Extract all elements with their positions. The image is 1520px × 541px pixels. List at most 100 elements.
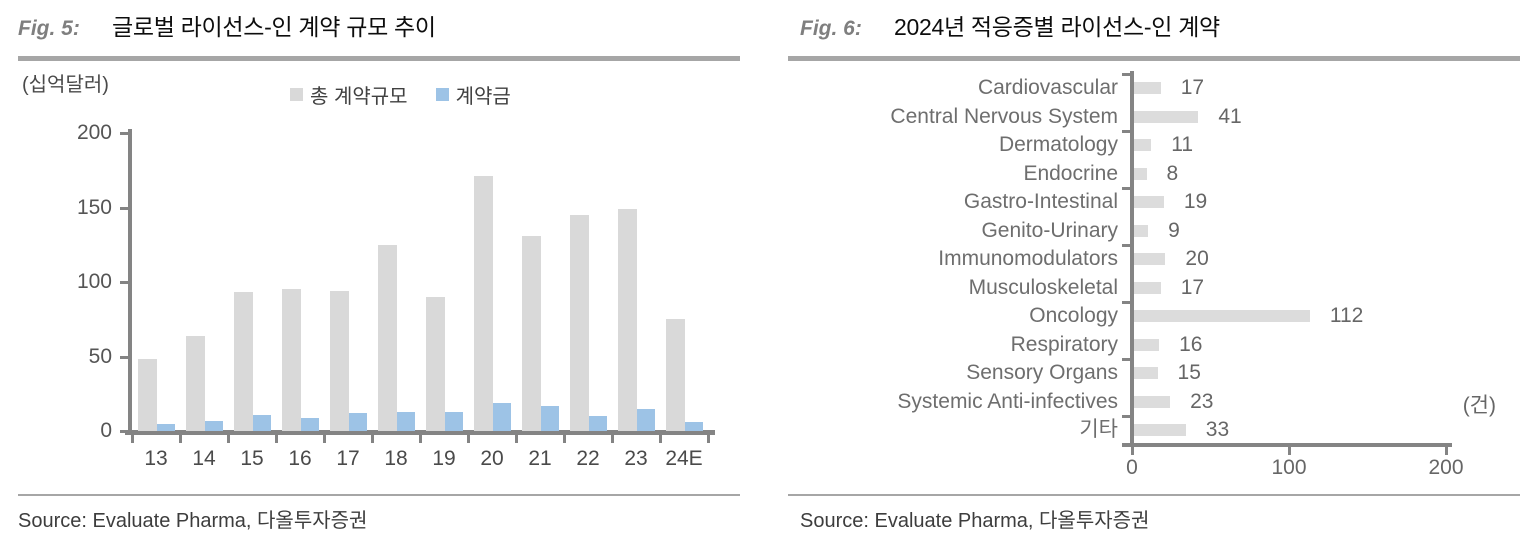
bar-upfront-payment [397,411,415,431]
x-axis-tick [371,435,374,443]
bar-deal-count [1134,281,1161,294]
x-axis-tick [1445,447,1448,455]
bar-upfront-payment [493,402,511,431]
x-tick-label: 18 [384,447,408,470]
bar-total-deal-size [666,319,685,431]
y-axis-tick [1122,130,1130,133]
bar-total-deal-size [330,290,349,431]
x-axis-tick [179,435,182,443]
category-label: Systemic Anti-infectives [897,389,1118,413]
x-tick-label: 14 [192,447,216,470]
category-label: 기타 [1079,418,1118,441]
x-tick-label: 20 [480,447,504,470]
value-label: 20 [1185,247,1209,270]
value-label: 19 [1183,190,1208,213]
y-axis-tick [1122,415,1130,418]
x-tick-label: 15 [240,447,264,470]
fig6-top-divider [788,56,1520,61]
bar-deal-count [1134,395,1171,408]
fig5-top-divider [18,56,740,61]
legend-swatch-total-icon [290,88,303,101]
y-tick-label: 200 [76,121,112,144]
x-axis-tick [1131,447,1134,455]
bar-total-deal-size [282,289,301,431]
bar-total-deal-size [522,235,541,431]
value-label: 23 [1190,389,1214,413]
x-axis-line [1122,443,1452,447]
figure-panel-fig5: Fig. 5: 글로벌 라이선스-인 계약 규모 추이 (십억달러) 총 계약규… [18,0,740,541]
y-axis-tick [1122,187,1130,190]
category-label: Endocrine [1023,161,1118,185]
bar-total-deal-size [186,335,205,431]
x-tick-label: 23 [624,447,648,470]
category-label: Oncology [1029,304,1118,327]
figure-panel-fig6: Fig. 6: 2024년 적응증별 라이선스-인 계약 (건) Source:… [788,0,1520,541]
value-label: 9 [1168,218,1180,242]
x-tick-label: 16 [288,447,312,470]
x-tick-label: 21 [528,447,552,470]
value-label: 11 [1171,133,1194,156]
bar-deal-count [1134,82,1161,94]
bar-total-deal-size [138,359,157,431]
value-label: 112 [1329,304,1364,327]
y-axis-tick [120,132,128,135]
x-tick-label: 22 [576,447,600,470]
y-axis-tick [120,206,128,210]
bar-total-deal-size [378,244,397,431]
y-tick-label: 100 [76,270,112,293]
bar-upfront-payment [445,411,463,431]
category-label: Respiratory [1010,332,1118,356]
x-tick-label: 13 [144,447,168,470]
bar-deal-count [1134,424,1186,436]
value-label: 8 [1166,161,1179,185]
bar-total-deal-size [618,208,637,431]
value-label: 16 [1179,332,1203,356]
bar-deal-count [1134,139,1152,151]
y-axis-tick [1122,244,1130,247]
bar-deal-count [1134,224,1149,237]
x-axis-tick [563,435,566,443]
legend-swatch-upfront-icon [435,88,449,101]
category-label: Musculoskeletal [968,275,1118,299]
fig6-header: Fig. 6: 2024년 적응증별 라이선스-인 계약 [800,8,1220,42]
fig5-bottom-divider [18,494,740,496]
category-label: Cardiovascular [977,76,1118,99]
y-axis-line [128,129,132,435]
x-axis-tick [467,435,470,443]
bar-deal-count [1134,196,1164,208]
category-label: Gastro-Intestinal [963,190,1118,213]
fig6-bottom-divider [788,494,1520,496]
fig5-header: Fig. 5: 글로벌 라이선스-인 계약 규모 추이 [18,8,436,42]
fig6-x-unit-label: (건) [1462,394,1496,417]
fig5-legend: 총 계약규모 계약금 [290,80,511,109]
bar-total-deal-size [474,176,493,431]
category-label: Immunomodulators [938,247,1118,270]
bar-deal-count [1134,253,1166,265]
bar-upfront-payment [157,423,175,431]
category-label: Genito-Urinary [981,218,1118,242]
x-axis-line [125,430,715,435]
bar-upfront-payment [637,408,655,431]
bar-upfront-payment [205,420,223,431]
x-axis-tick [227,435,230,443]
y-tick-label: 0 [100,419,112,442]
bar-total-deal-size [570,214,589,431]
x-axis-tick [323,435,326,443]
bar-deal-count [1134,167,1147,180]
x-axis-tick [131,435,134,443]
y-axis-tick [120,430,128,433]
bar-upfront-payment [589,416,607,431]
bar-deal-count [1134,110,1199,123]
bar-upfront-payment [685,422,703,431]
y-axis-tick [1122,73,1130,76]
x-axis-tick [275,435,278,443]
category-label: Dermatology [998,133,1118,156]
x-axis-tick [419,435,422,443]
x-tick-label: 100 [1271,456,1307,479]
x-tick-label: 24E [665,447,703,470]
value-label: 17 [1180,76,1205,99]
x-tick-label: 19 [432,447,456,470]
value-label: 33 [1205,418,1230,441]
fig5-y-unit-label: (십억달러) [22,74,109,96]
bar-deal-count [1134,367,1158,379]
